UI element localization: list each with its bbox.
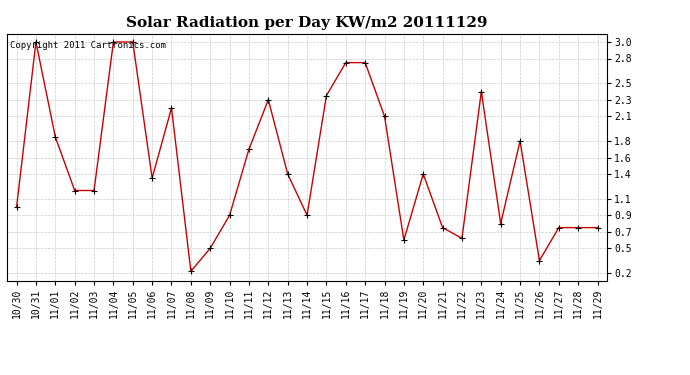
Title: Solar Radiation per Day KW/m2 20111129: Solar Radiation per Day KW/m2 20111129: [126, 16, 488, 30]
Text: Copyright 2011 Cartronics.com: Copyright 2011 Cartronics.com: [10, 41, 166, 50]
